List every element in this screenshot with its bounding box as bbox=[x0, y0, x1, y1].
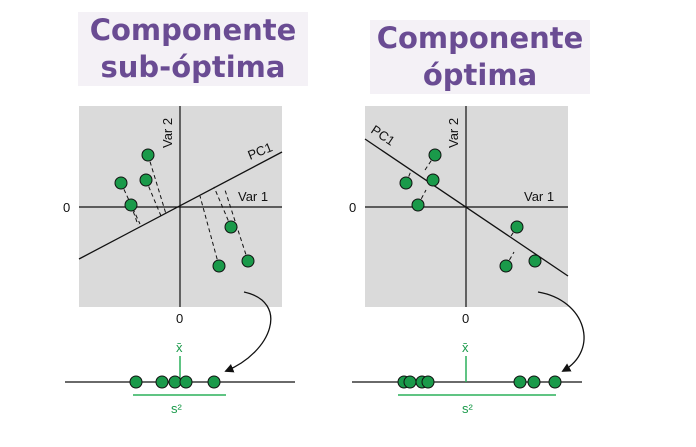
left-projection-line bbox=[199, 195, 220, 267]
right-projected-points bbox=[397, 375, 562, 389]
left-mean-label: x̄ bbox=[176, 340, 183, 355]
left-projection-line bbox=[213, 186, 232, 228]
left-projection-line bbox=[147, 154, 167, 215]
left-zero-x-label: 0 bbox=[176, 311, 183, 326]
left-title-line1: Componente bbox=[89, 13, 297, 47]
right-data-points bbox=[399, 148, 542, 273]
data-point bbox=[141, 148, 155, 162]
right-panel-title: Componente óptima bbox=[370, 20, 590, 94]
left-pc1-line bbox=[78, 151, 283, 260]
left-panel: Var 2 Var 1 PC1 0 0 x̄ s² bbox=[63, 106, 295, 416]
right-zero-x-label: 0 bbox=[462, 311, 469, 326]
projected-point bbox=[548, 375, 562, 389]
projected-point bbox=[513, 375, 527, 389]
right-var1-label: Var 1 bbox=[524, 189, 554, 204]
data-point bbox=[139, 173, 153, 187]
right-variance-label: s² bbox=[462, 401, 474, 416]
left-data-points bbox=[114, 148, 255, 273]
data-point bbox=[499, 259, 513, 273]
data-point bbox=[114, 176, 128, 190]
right-pc1-line bbox=[364, 138, 569, 277]
left-var1-label: Var 1 bbox=[238, 189, 268, 204]
data-point bbox=[224, 220, 238, 234]
left-projection-arrow bbox=[224, 291, 272, 373]
left-title-line2: sub-óptima bbox=[100, 50, 286, 84]
left-zero-y-label: 0 bbox=[63, 200, 70, 215]
projected-point bbox=[179, 375, 193, 389]
projected-point bbox=[403, 375, 417, 389]
data-point bbox=[241, 254, 255, 268]
projected-point bbox=[527, 375, 541, 389]
projected-point bbox=[168, 375, 182, 389]
left-panel-title: Componente sub-óptima bbox=[78, 12, 308, 86]
data-point bbox=[124, 198, 138, 212]
data-point bbox=[212, 259, 226, 273]
right-panel: Var 2 Var 1 PC1 0 0 x̄ s² bbox=[349, 106, 585, 416]
right-projection-arrow bbox=[537, 291, 585, 372]
projected-point bbox=[421, 375, 435, 389]
projected-point bbox=[129, 375, 143, 389]
right-title-line1: Componente bbox=[376, 21, 584, 55]
right-mean-label: x̄ bbox=[462, 340, 469, 355]
right-zero-y-label: 0 bbox=[349, 200, 356, 215]
left-var2-label: Var 2 bbox=[160, 118, 175, 148]
left-variance-label: s² bbox=[171, 401, 183, 416]
projected-point bbox=[155, 375, 169, 389]
data-point bbox=[510, 220, 524, 234]
data-point bbox=[426, 173, 440, 187]
projected-point bbox=[207, 375, 221, 389]
data-point bbox=[411, 198, 425, 212]
data-point bbox=[428, 148, 442, 162]
data-point bbox=[399, 176, 413, 190]
left-projected-points bbox=[129, 375, 221, 389]
right-var2-label: Var 2 bbox=[446, 118, 461, 148]
right-title-line2: óptima bbox=[422, 58, 538, 92]
data-point bbox=[528, 254, 542, 268]
